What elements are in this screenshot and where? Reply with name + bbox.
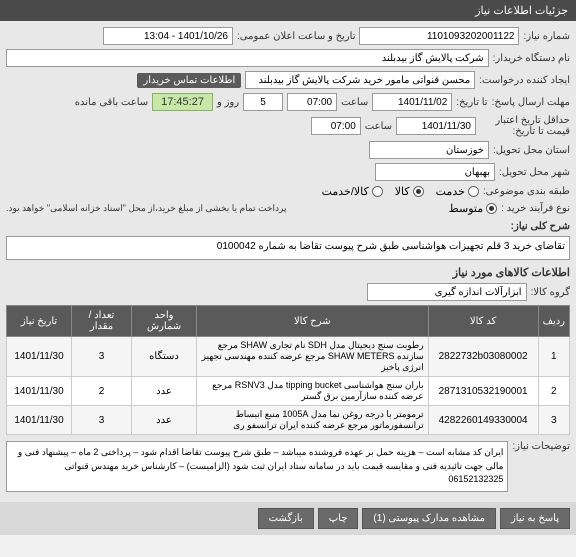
desc-title-label: شرح کلی نیاز:: [511, 221, 570, 232]
cell-code: 4282260149330004: [428, 406, 538, 435]
notes-label: توضیحات نیاز:: [512, 441, 570, 452]
city-field: بهبهان: [375, 163, 495, 181]
cell-desc: باران سنج هواشناسی tipping bucket مدل RS…: [197, 377, 429, 406]
time-label-2: ساعت: [365, 121, 392, 132]
days-field: 5: [243, 93, 283, 111]
contact-badge[interactable]: اطلاعات تماس خریدار: [137, 73, 241, 88]
radio-icon: [372, 186, 383, 197]
th-code: کد کالا: [428, 306, 538, 337]
subject-mixed-label: کالا/خدمت: [322, 185, 369, 198]
subject-service-label: خدمت: [436, 185, 465, 198]
cell-qty: 3: [72, 337, 132, 377]
deadline-label: مهلت ارسال پاسخ:: [492, 97, 570, 108]
group-field: ابزارآلات اندازه گیری: [367, 283, 527, 301]
radio-icon: [486, 203, 497, 214]
announce-label: تاریخ و ساعت اعلان عمومی:: [237, 31, 356, 42]
print-button[interactable]: چاپ: [318, 508, 359, 529]
subject-label: طبقه بندی موضوعی:: [483, 186, 570, 197]
notes-field: ایران کد مشابه است – هزینه حمل بر عهده ف…: [6, 441, 508, 492]
cell-desc: ترمومتر با درجه روغن نما مدل 1005A منبع …: [197, 406, 429, 435]
buyer-label: نام دستگاه خریدار:: [493, 53, 570, 64]
province-label: استان محل تحویل:: [493, 145, 570, 156]
subject-mixed-option[interactable]: کالا/خدمت: [322, 185, 383, 198]
subject-service-option[interactable]: خدمت: [436, 185, 479, 198]
button-bar: پاسخ به نیاز مشاهده مدارک پیوستی (1) چاپ…: [0, 502, 576, 535]
subject-goods-label: کالا: [395, 185, 410, 198]
back-button[interactable]: بازگشت: [258, 508, 314, 529]
cell-qty: 2: [72, 377, 132, 406]
items-table: ردیف کد کالا شرح کالا واحد شمارش تعداد /…: [6, 305, 570, 435]
radio-icon: [468, 186, 479, 197]
group-label: گروه کالا:: [531, 287, 570, 298]
th-unit: واحد شمارش: [132, 306, 197, 337]
remain-label: ساعت باقی مانده: [75, 97, 148, 108]
cell-code: 2871310532190001: [428, 377, 538, 406]
radio-icon: [413, 186, 424, 197]
th-date: تاریخ نیاز: [7, 306, 72, 337]
panel-header: جزئیات اطلاعات نیاز: [0, 0, 576, 21]
cell-unit: عدد: [132, 406, 197, 435]
buyer-field: شرکت پالایش گاز بیدبلند: [6, 49, 489, 67]
reply-button[interactable]: پاسخ به نیاز: [500, 508, 570, 529]
announce-field: 1401/10/26 - 13:04: [103, 27, 233, 45]
items-section-header: اطلاعات کالاهای مورد نیاز: [6, 266, 570, 279]
cell-code: 2822732b03080002: [428, 337, 538, 377]
buytype-mid-option[interactable]: متوسط: [449, 202, 498, 215]
form-panel: شماره نیاز: 1101093202001122 تاریخ و ساع…: [0, 21, 576, 502]
table-header-row: ردیف کد کالا شرح کالا واحد شمارش تعداد /…: [7, 306, 570, 337]
cell-unit: عدد: [132, 377, 197, 406]
table-row: 34282260149330004ترمومتر با درجه روغن نم…: [7, 406, 570, 435]
time-label-1: ساعت: [341, 97, 368, 108]
th-qty: تعداد / مقدار: [72, 306, 132, 337]
cell-index: 2: [538, 377, 569, 406]
cell-desc: رطوبت سنج دیجیتال مدل SDH نام تجاری SHAW…: [197, 337, 429, 377]
province-field: خوزستان: [369, 141, 489, 159]
th-index: ردیف: [538, 306, 569, 337]
creator-field: محسن قنواتی مامور خرید شرکت پالایش گاز ب…: [245, 71, 475, 89]
cell-qty: 3: [72, 406, 132, 435]
table-row: 12822732b03080002رطوبت سنج دیجیتال مدل S…: [7, 337, 570, 377]
deadline-time-field: 07:00: [287, 93, 337, 111]
subject-goods-option[interactable]: کالا: [395, 185, 424, 198]
validity-date-field: 1401/11/30: [396, 117, 476, 135]
buytype-label: نوع فرآیند خرید :: [501, 203, 570, 214]
attachments-button[interactable]: مشاهده مدارک پیوستی (1): [362, 508, 496, 529]
buytype-mid-label: متوسط: [449, 202, 484, 215]
cell-date: 1401/11/30: [7, 406, 72, 435]
request-no-field: 1101093202001122: [359, 27, 519, 45]
cell-date: 1401/11/30: [7, 337, 72, 377]
th-desc: شرح کالا: [197, 306, 429, 337]
remain-time-badge: 17:45:27: [152, 93, 213, 111]
cell-unit: دستگاه: [132, 337, 197, 377]
validity-time-field: 07:00: [311, 117, 361, 135]
panel-title: جزئیات اطلاعات نیاز: [475, 5, 568, 17]
days-label: روز و: [217, 97, 239, 108]
creator-label: ایجاد کننده درخواست:: [479, 75, 570, 86]
request-no-label: شماره نیاز:: [523, 31, 570, 42]
cell-date: 1401/11/30: [7, 377, 72, 406]
cell-index: 3: [538, 406, 569, 435]
subject-radio-group: خدمت کالا کالا/خدمت: [322, 185, 479, 198]
cell-index: 1: [538, 337, 569, 377]
city-label: شهر محل تحویل:: [499, 167, 570, 178]
buytype-note: پرداخت تمام یا بخشی از مبلغ خرید،از محل …: [6, 203, 286, 214]
deadline-date-label: تا تاریخ:: [456, 97, 487, 108]
validity-label: حداقل تاریخ اعتبار قیمت تا تاریخ:: [480, 115, 570, 137]
desc-title-field: تقاضای خرید 3 قلم تجهیزات هواشناسی طبق ش…: [6, 236, 570, 260]
table-row: 22871310532190001باران سنج هواشناسی tipp…: [7, 377, 570, 406]
deadline-date-field: 1401/11/02: [372, 93, 452, 111]
